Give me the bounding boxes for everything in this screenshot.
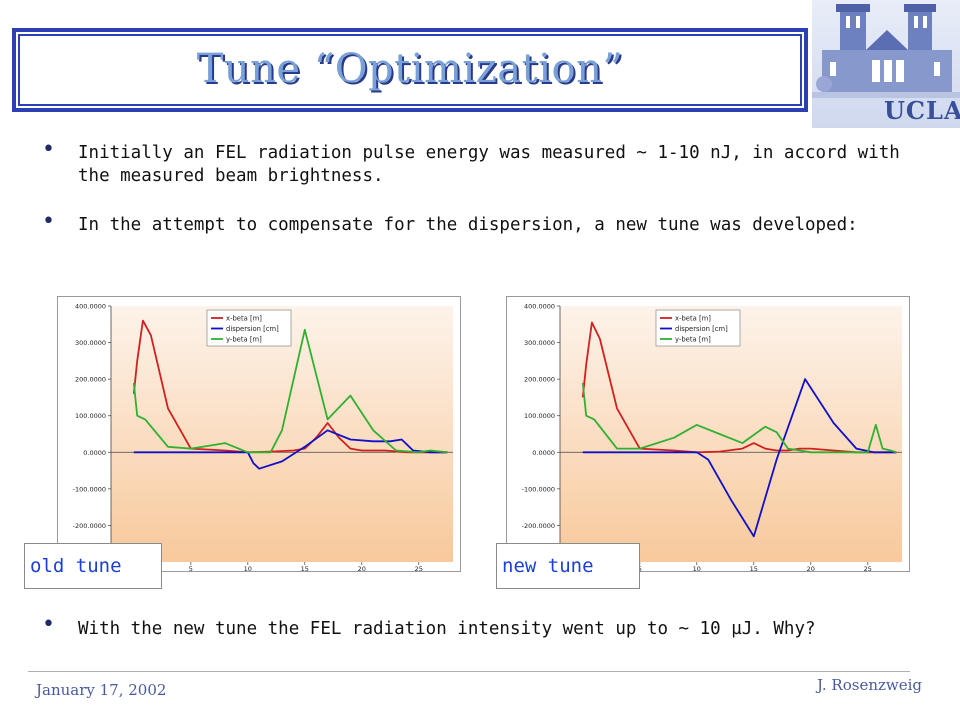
y-tick-label: 0.0000 <box>532 449 555 457</box>
y-tick-label: -200.0000 <box>522 522 555 530</box>
x-tick-label: 15 <box>301 565 309 572</box>
y-tick-label: 200.0000 <box>524 376 555 384</box>
x-tick-label: 20 <box>358 565 366 572</box>
legend-entry: x-beta [m] <box>226 315 262 323</box>
x-tick-label: 10 <box>244 565 252 572</box>
plot-area <box>560 306 902 562</box>
footer-author: J. Rosenzweig <box>817 676 922 694</box>
x-tick-label: 5 <box>189 565 193 572</box>
legend-entry: y-beta [m] <box>675 336 711 344</box>
bullet-1-text: Initially an FEL radiation pulse energy … <box>78 143 900 186</box>
y-tick-label: 300.0000 <box>75 339 106 347</box>
bullet-2-marker: • <box>42 209 55 234</box>
x-tick-label: 20 <box>807 565 815 572</box>
old-tune-chart: 400.0000 300.0000 200.0000 100.0000 0.0000 -1… <box>57 296 461 572</box>
footer-date: January 17, 2002 <box>36 681 167 699</box>
series-line-2 <box>581 382 897 454</box>
plot-area <box>111 306 453 562</box>
y-tick-label: 100.0000 <box>75 412 106 420</box>
legend-entry: y-beta [m] <box>226 336 262 344</box>
y-tick-label: 300.0000 <box>524 339 555 347</box>
legend-entry: x-beta [m] <box>675 315 711 323</box>
new-tune-chart: 400.0000 300.0000 200.0000 100.0000 0.0000 -1… <box>506 296 910 572</box>
y-tick-label: 0.0000 <box>83 449 106 457</box>
ucla-logo <box>812 0 960 128</box>
x-tick-label: 10 <box>693 565 701 572</box>
series-line-2 <box>132 328 448 454</box>
series-line-1 <box>582 378 897 538</box>
bullet-1-marker: • <box>42 137 55 162</box>
y-tick-label: 400.0000 <box>75 303 106 311</box>
bullet-3-text: With the new tune the FEL radiation inte… <box>78 619 816 639</box>
y-tick-label: 200.0000 <box>75 376 106 384</box>
y-tick-label: -100.0000 <box>522 485 555 493</box>
legend-entry: dispersion [cm] <box>675 325 728 333</box>
old-tune-label: old tune <box>24 543 162 589</box>
y-tick-label: -200.0000 <box>73 522 106 530</box>
x-tick-label: 25 <box>415 565 423 572</box>
y-tick-label: 100.0000 <box>524 412 555 420</box>
series-line-0 <box>581 321 897 454</box>
title-box: Tune “Optimization” <box>12 28 808 112</box>
new-tune-label: new tune <box>496 543 640 589</box>
x-tick-label: 15 <box>750 565 758 572</box>
logo-text: UCLA <box>884 96 960 125</box>
y-tick-label: -100.0000 <box>73 485 106 493</box>
footer-divider <box>28 671 910 672</box>
bullet-2-text: In the attempt to compensate for the dis… <box>78 215 858 235</box>
bullet-3-marker: • <box>42 612 55 637</box>
y-tick-label: 400.0000 <box>524 303 555 311</box>
x-tick-label: 25 <box>864 565 872 572</box>
legend-entry: dispersion [cm] <box>226 325 279 333</box>
series-line-1 <box>133 429 448 470</box>
slide-title: Tune “Optimization” <box>196 46 624 92</box>
